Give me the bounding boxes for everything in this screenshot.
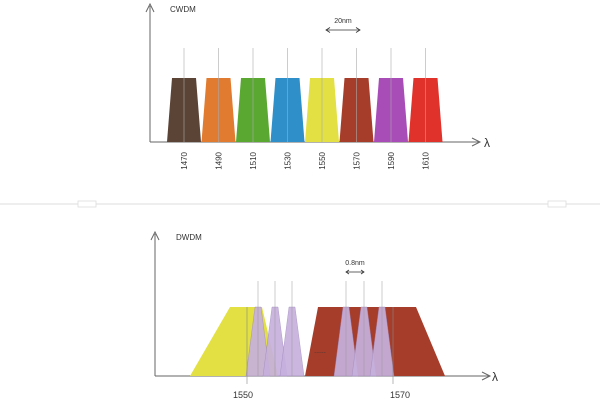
dwdm-dense-channels-1550	[245, 281, 305, 377]
cwdm-wavelength-label: 1610	[422, 151, 431, 169]
cwdm-channel-1550: 1550	[305, 48, 339, 170]
dwdm-ellipsis: ......	[314, 348, 326, 355]
cwdm-wavelength-label: 1530	[284, 151, 293, 169]
cwdm-spacing-arrowhead-right	[355, 27, 361, 33]
cwdm-channel-1490: 1490	[201, 48, 236, 170]
cwdm-y-axis-arrow	[145, 2, 155, 13]
cwdm-title: CWDM	[170, 5, 196, 14]
cwdm-wavelength-label: 1470	[180, 151, 189, 169]
cwdm-spacing-label: 20nm	[334, 18, 352, 25]
cwdm-panel: CWDM λ 1470 1490 1510 1530 1550 1570 1590 1610 …	[145, 2, 490, 170]
cwdm-wavelength-label: 1590	[387, 151, 396, 169]
dwdm-dense-channels-1570	[333, 281, 395, 377]
cwdm-spacing-arrowhead-left	[325, 27, 331, 33]
panel-separator	[0, 200, 600, 208]
dwdm-spacing-arrowhead-right	[360, 269, 365, 275]
dwdm-spacing-label: 0.8nm	[345, 260, 365, 267]
dwdm-y-axis-arrow	[150, 230, 160, 241]
dwdm-axis-label: λ	[492, 370, 498, 384]
cwdm-channel-1590: 1590	[374, 48, 408, 170]
cwdm-channel-1510: 1510	[236, 48, 270, 170]
dwdm-title: DWDM	[176, 233, 202, 242]
dwdm-band-start-label: 1550	[233, 390, 253, 400]
cwdm-wavelength-label: 1550	[318, 151, 327, 169]
dwdm-band-end-label: 1570	[390, 390, 410, 400]
cwdm-channel-1530: 1530	[270, 48, 305, 170]
cwdm-channel-1570: 1570	[339, 48, 374, 170]
dwdm-panel: DWDM λ ...... 0.8nm 1550 1570	[150, 230, 498, 400]
cwdm-wavelength-label: 1570	[353, 151, 362, 169]
dwdm-x-axis-arrow	[481, 371, 492, 381]
dwdm-spacing-arrowhead-left	[345, 269, 350, 275]
cwdm-wavelength-label: 1510	[249, 151, 258, 169]
cwdm-channels: 1470 1490 1510 1530 1550 1570 1590 1610	[167, 48, 443, 170]
cwdm-wavelength-label: 1490	[215, 151, 224, 169]
cwdm-channel-1610: 1610	[408, 48, 443, 170]
cwdm-x-axis-arrow	[471, 137, 482, 147]
cwdm-channel-1470: 1470	[167, 48, 201, 170]
cwdm-axis-label: λ	[484, 136, 490, 150]
